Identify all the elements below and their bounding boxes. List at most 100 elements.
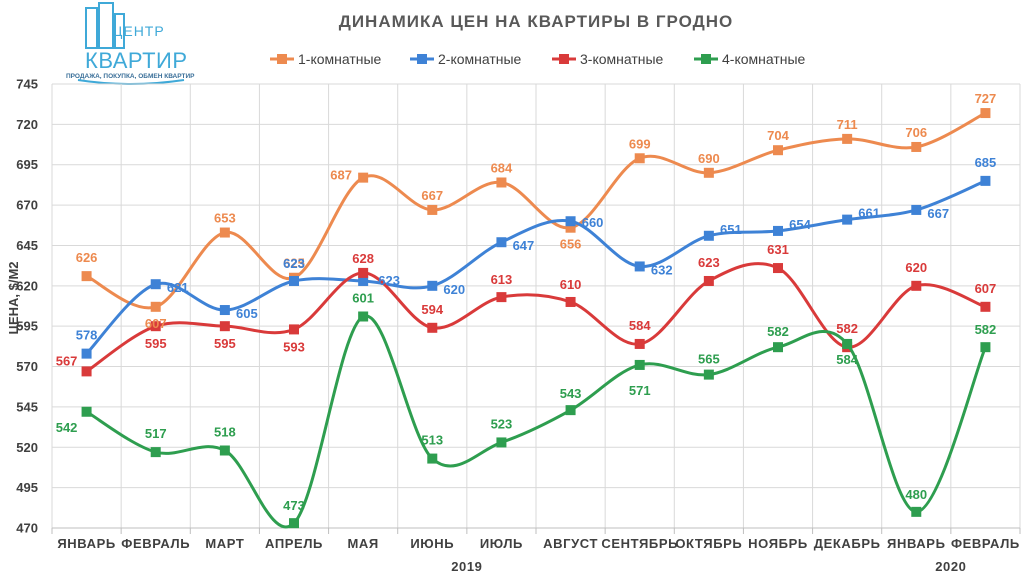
data-point — [358, 311, 369, 322]
data-label: 727 — [975, 91, 997, 106]
data-point — [358, 172, 369, 183]
legend: 1-комнатные 2-комнатные 3-комнатные 4-комна… — [270, 51, 806, 67]
data-point — [219, 305, 230, 316]
data-label: 594 — [421, 302, 443, 317]
data-label: 690 — [698, 151, 720, 166]
data-point — [911, 506, 922, 517]
data-point — [496, 437, 507, 448]
data-point — [634, 153, 645, 164]
data-point — [842, 214, 853, 225]
data-label: 626 — [76, 250, 98, 265]
data-point — [773, 263, 783, 274]
data-label: 607 — [145, 316, 167, 331]
data-label: 473 — [283, 498, 305, 513]
data-point — [565, 296, 576, 307]
x-tick-label: ФЕВРАЛЬ — [951, 536, 1020, 551]
logo-tagline: ПРОДАЖА, ПОКУПКА, ОБМЕН КВАРТИР — [66, 73, 195, 80]
x-tick-label: МАЯ — [347, 536, 378, 551]
data-labels: 626 607 653 625 687 667 684 656 699 690 704 711 706 7… — [56, 91, 997, 513]
series-line — [85, 314, 987, 529]
x-tick-label: ФЕВРАЛЬ — [121, 536, 190, 551]
data-label: 647 — [513, 238, 535, 253]
data-label: 601 — [352, 290, 374, 305]
data-label: 595 — [214, 336, 236, 351]
data-point — [358, 267, 369, 278]
x-axis-ticks: ЯНВАРЬ ФЕВРАЛЬ МАРТ АПРЕЛЬ МАЯ ИЮНЬ ИЮЛЬ АВГУСТ… — [57, 536, 1020, 551]
data-point — [842, 338, 853, 349]
data-point — [565, 405, 576, 416]
legend-marker — [559, 54, 569, 64]
data-point — [150, 279, 161, 290]
legend-marker — [277, 54, 287, 64]
data-point — [219, 227, 230, 238]
y-tick-label: 645 — [16, 238, 38, 253]
data-label: 653 — [214, 211, 236, 226]
x-tick-label: АВГУСТ — [543, 536, 598, 551]
year-labels: 2019 2020 — [451, 559, 966, 574]
grid — [51, 83, 1021, 534]
x-tick-label: ИЮЛЬ — [480, 536, 523, 551]
y-tick-label: 670 — [16, 198, 38, 213]
data-point — [980, 175, 991, 186]
data-point — [911, 280, 922, 291]
data-label: 620 — [443, 282, 465, 297]
logo-line2: КВАРТИР — [85, 48, 188, 73]
y-tick-label: 545 — [16, 399, 38, 414]
data-label: 656 — [560, 237, 582, 252]
data-label: 654 — [789, 217, 811, 232]
data-label: 518 — [214, 425, 236, 440]
data-point — [427, 280, 438, 291]
x-tick-label: ОКТЯБРЬ — [675, 536, 742, 551]
logo: ЦЕНТР КВАРТИР ПРОДАЖА, ПОКУПКА, ОБМЕН КВ… — [66, 2, 195, 85]
data-label: 613 — [491, 272, 513, 287]
data-point — [150, 301, 161, 312]
y-axis-title: ЦЕНА, $/М2 — [6, 261, 21, 334]
data-point — [773, 225, 783, 236]
y-tick-label: 745 — [16, 77, 38, 92]
data-point — [150, 321, 161, 332]
data-point — [496, 177, 507, 188]
data-label: 582 — [836, 321, 858, 336]
data-point — [289, 518, 299, 529]
data-label: 704 — [767, 128, 789, 143]
series-line — [85, 262, 987, 373]
y-tick-label: 570 — [16, 359, 38, 374]
logo-line1: ЦЕНТР — [112, 23, 165, 39]
data-label: 684 — [491, 160, 513, 175]
x-tick-label: АПРЕЛЬ — [265, 536, 323, 551]
x-tick-label: МАРТ — [205, 536, 244, 551]
data-point — [358, 275, 369, 286]
y-tick-label: 495 — [16, 480, 38, 495]
data-label: 699 — [629, 136, 651, 151]
data-label: 607 — [975, 281, 997, 296]
data-point — [703, 369, 714, 380]
data-label: 667 — [421, 188, 443, 203]
data-point — [773, 145, 783, 156]
data-label: 632 — [651, 262, 673, 277]
data-label: 565 — [698, 352, 720, 367]
legend-marker — [701, 54, 711, 64]
x-tick-label: ИЮНЬ — [410, 536, 454, 551]
data-label: 542 — [56, 420, 78, 435]
data-label: 631 — [767, 242, 789, 257]
y-tick-label: 695 — [16, 157, 38, 172]
data-label: 595 — [145, 336, 167, 351]
data-label: 661 — [858, 206, 880, 221]
data-label: 706 — [905, 125, 927, 140]
data-label: 582 — [975, 322, 997, 337]
data-label: 667 — [927, 206, 949, 221]
data-point — [634, 338, 645, 349]
logo-swoosh — [77, 79, 185, 85]
data-point — [634, 359, 645, 370]
data-point — [911, 141, 922, 152]
data-point — [427, 204, 438, 215]
x-tick-label: СЕНТЯБРЬ — [601, 536, 678, 551]
x-tick-label: ЯНВАРЬ — [57, 536, 115, 551]
data-point — [980, 108, 991, 119]
data-label: 660 — [582, 215, 604, 230]
data-label: 578 — [76, 328, 98, 343]
data-label: 480 — [905, 487, 927, 502]
data-label: 620 — [905, 260, 927, 275]
y-tick-label: 470 — [16, 521, 38, 536]
data-point — [81, 348, 92, 359]
